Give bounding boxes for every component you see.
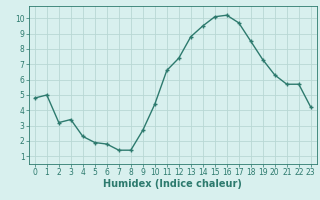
X-axis label: Humidex (Indice chaleur): Humidex (Indice chaleur) bbox=[103, 179, 242, 189]
